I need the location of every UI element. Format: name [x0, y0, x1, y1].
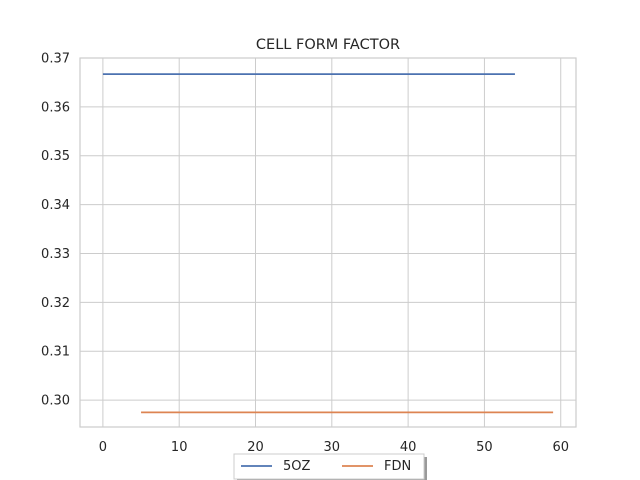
x-tick-labels: 0 10 20 30 40 50 60 [99, 440, 569, 455]
grid [80, 57, 576, 427]
plot-background [80, 58, 576, 427]
y-tick-label: 0.36 [41, 100, 70, 115]
y-tick-label: 0.34 [41, 198, 70, 213]
y-tick-label: 0.30 [41, 394, 70, 409]
chart-title: CELL FORM FACTOR [256, 37, 400, 53]
x-tick-label: 0 [99, 440, 107, 455]
x-tick-label: 40 [400, 440, 417, 455]
series-lines [102, 73, 554, 414]
y-tick-label: 0.37 [41, 52, 70, 67]
y-tick-label: 0.33 [41, 247, 70, 262]
x-tick-label: 30 [324, 440, 341, 455]
y-tick-label: 0.31 [41, 345, 70, 360]
legend-label-fdn: FDN [384, 459, 411, 474]
y-tick-labels: 0.30 0.31 0.32 0.33 0.34 0.35 0.36 0.37 [41, 52, 70, 409]
x-tick-label: 50 [476, 440, 493, 455]
x-tick-label: 60 [552, 440, 569, 455]
y-tick-label: 0.35 [41, 149, 70, 164]
x-tick-label: 10 [171, 440, 188, 455]
plot-frame [79, 57, 577, 428]
legend: 5OZ FDN [233, 453, 427, 480]
legend-label-5oz: 5OZ [283, 459, 311, 474]
x-tick-label: 20 [247, 440, 264, 455]
y-tick-label: 0.32 [41, 296, 70, 311]
